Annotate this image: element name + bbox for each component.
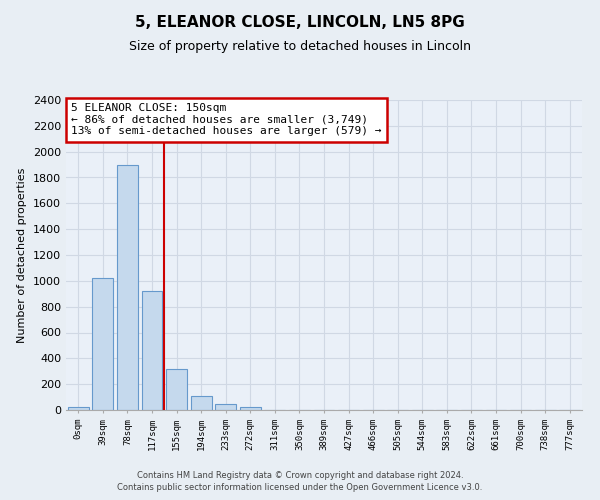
Text: Size of property relative to detached houses in Lincoln: Size of property relative to detached ho…: [129, 40, 471, 53]
Bar: [191, 396, 212, 410]
Bar: [166, 368, 187, 410]
Text: 5, ELEANOR CLOSE, LINCOLN, LN5 8PG: 5, ELEANOR CLOSE, LINCOLN, LN5 8PG: [135, 15, 465, 30]
Text: 5 ELEANOR CLOSE: 150sqm
← 86% of detached houses are smaller (3,749)
13% of semi: 5 ELEANOR CLOSE: 150sqm ← 86% of detache…: [71, 103, 382, 136]
Bar: [240, 408, 261, 410]
Bar: [92, 278, 113, 410]
Bar: [117, 164, 138, 410]
Text: Contains public sector information licensed under the Open Government Licence v3: Contains public sector information licen…: [118, 484, 482, 492]
Text: Contains HM Land Registry data © Crown copyright and database right 2024.: Contains HM Land Registry data © Crown c…: [137, 471, 463, 480]
Bar: [68, 408, 89, 410]
Y-axis label: Number of detached properties: Number of detached properties: [17, 168, 28, 342]
Bar: [142, 291, 163, 410]
Bar: [215, 404, 236, 410]
